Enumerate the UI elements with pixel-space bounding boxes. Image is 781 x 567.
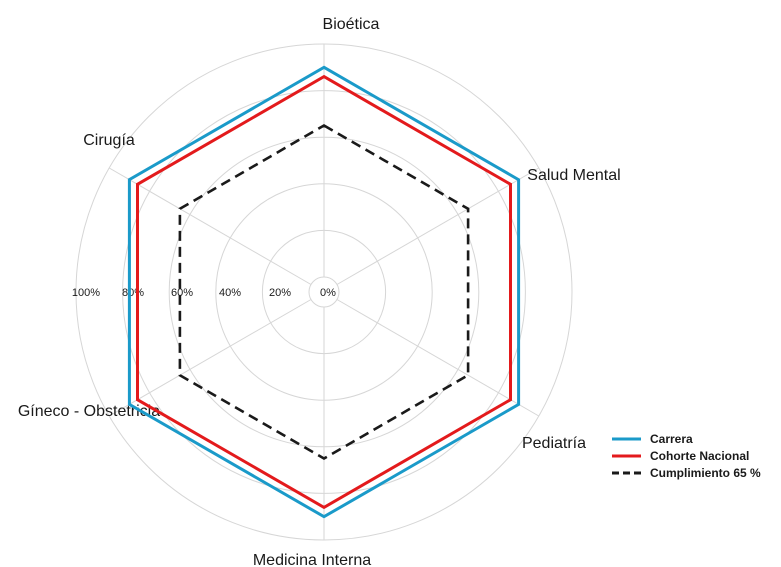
legend-label: Carrera: [650, 432, 693, 446]
category-label: Pediatría: [522, 435, 586, 452]
category-label: Gíneco - Obstetricia: [18, 403, 160, 420]
radial-tick-label: 0%: [320, 287, 336, 299]
radial-tick-labels: 0% 20% 40% 60% 80% 100%: [72, 287, 336, 299]
category-label: Bioética: [323, 16, 380, 33]
radial-tick-label: 80%: [122, 287, 144, 299]
series-cohorte-nacional: [136, 74, 512, 510]
legend: Carrera Cohorte Nacional Cumplimiento 65 %: [612, 432, 761, 480]
spoke-line: [108, 299, 312, 417]
series-cumplimiento-65-: [178, 123, 470, 461]
spoke-line: [336, 299, 540, 417]
radial-tick-label: 40%: [219, 287, 241, 299]
radar-grid: [75, 43, 573, 541]
legend-label: Cumplimiento 65 %: [650, 466, 761, 480]
radial-tick-label: 60%: [171, 287, 193, 299]
radial-tick-label: 20%: [269, 287, 291, 299]
category-label: Medicina Interna: [253, 552, 371, 567]
legend-label: Cohorte Nacional: [650, 449, 749, 463]
category-label: Salud Mental: [527, 167, 620, 184]
category-label: Cirugía: [83, 132, 135, 149]
spoke-line: [108, 167, 312, 285]
category-labels: Bioética Salud Mental Pediatría Medicina In…: [18, 16, 621, 567]
series-carrera: [127, 65, 521, 519]
spoke-line: [336, 167, 540, 285]
radial-tick-label: 100%: [72, 287, 100, 299]
radar-series: [127, 65, 521, 519]
